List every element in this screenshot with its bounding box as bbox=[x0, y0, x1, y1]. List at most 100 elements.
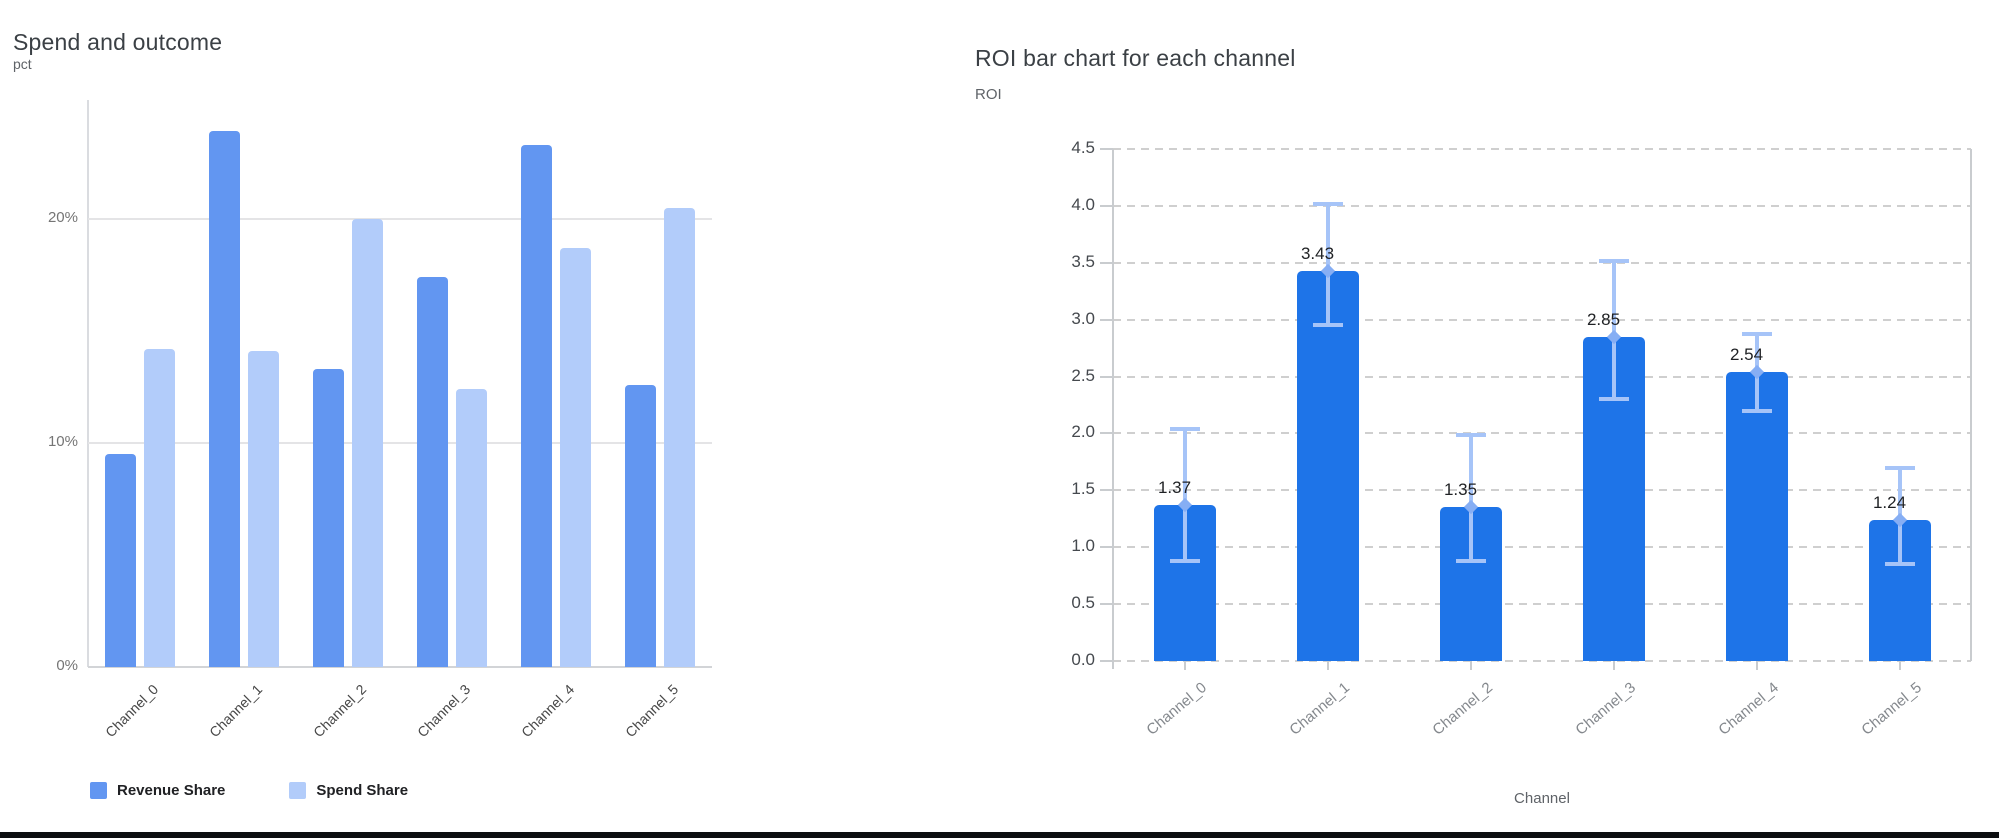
y-tick-label: 10% bbox=[47, 432, 78, 450]
bar-spend-share[interactable] bbox=[664, 207, 695, 667]
x-tick-mark bbox=[1898, 661, 1901, 670]
y-axis-line bbox=[87, 100, 89, 667]
x-tick-mark bbox=[1183, 661, 1186, 670]
roi-chart-title: ROI bar chart for each channel bbox=[975, 45, 1296, 72]
x-tick-mark bbox=[1326, 661, 1329, 670]
error-bar-cap-bottom bbox=[1741, 408, 1772, 413]
y-tick-label: 4.0 bbox=[1071, 194, 1095, 214]
y-tick-label: 20% bbox=[47, 208, 78, 226]
bar-revenue-share[interactable] bbox=[313, 368, 344, 667]
error-bar-cap-bottom bbox=[1884, 562, 1915, 567]
y-tick-mark bbox=[1100, 432, 1113, 435]
bar-spend-share[interactable] bbox=[456, 389, 487, 667]
x-tick-label: Channel_1 bbox=[206, 681, 266, 741]
error-bar-cap-bottom bbox=[1455, 558, 1486, 563]
x-tick-label: Channel_5 bbox=[1857, 679, 1925, 739]
bar-revenue-share[interactable] bbox=[417, 277, 448, 667]
window-bottom-border bbox=[0, 832, 1999, 838]
error-bar-cap-bottom bbox=[1169, 558, 1200, 563]
y-tick-label: 0.5 bbox=[1071, 593, 1095, 613]
error-bar bbox=[1182, 428, 1187, 561]
legend-item-revenue-share[interactable]: Revenue Share bbox=[90, 782, 225, 799]
bar-value-label: 1.24 bbox=[1872, 492, 1907, 512]
bar-spend-share[interactable] bbox=[352, 218, 383, 667]
bar-revenue-share[interactable] bbox=[209, 131, 240, 667]
spend-outcome-y-axis-unit: pct bbox=[13, 56, 32, 72]
bar-value-label: 1.37 bbox=[1157, 478, 1192, 498]
grid-line bbox=[88, 441, 712, 444]
grid-line bbox=[1113, 432, 1971, 435]
bar-spend-share[interactable] bbox=[144, 348, 175, 667]
x-tick-label: Channel_3 bbox=[414, 681, 474, 741]
grid-line bbox=[1113, 204, 1971, 207]
y-tick-label: 0.0 bbox=[1071, 650, 1095, 669]
error-bar-cap-top bbox=[1455, 432, 1486, 437]
error-bar-cap-top bbox=[1598, 258, 1629, 263]
bar-value-label: 3.43 bbox=[1300, 243, 1335, 263]
roi-plot-area: 0.0 0.5 1.0 1.5 2.0 2.5 3.0 3.5 4.0 4.5 1.37 Channe… bbox=[1071, 138, 1972, 739]
right-axis-spine bbox=[1970, 149, 1972, 661]
bar-value-label: 2.54 bbox=[1729, 345, 1764, 364]
x-tick-label: Channel_3 bbox=[1571, 679, 1639, 739]
error-bar-cap-top bbox=[1169, 426, 1200, 431]
left-axis-spine bbox=[1112, 149, 1114, 669]
y-tick-label: 1.5 bbox=[1071, 479, 1095, 499]
y-tick-label: 2.0 bbox=[1071, 422, 1095, 442]
x-axis-baseline bbox=[88, 666, 712, 668]
grid-line bbox=[1113, 375, 1971, 378]
x-tick-mark bbox=[1612, 661, 1615, 670]
spend-share-swatch bbox=[289, 782, 307, 799]
spend-outcome-plot-area: 0% 10% 20% Channel_0 Channel_1 Channel_2 Chann… bbox=[48, 100, 712, 740]
x-tick-label: Channel_4 bbox=[1714, 679, 1782, 739]
y-tick-mark bbox=[1100, 318, 1113, 321]
spend-outcome-legend: Revenue Share Spend Share bbox=[90, 782, 408, 799]
grid-line bbox=[1113, 489, 1971, 492]
error-bar-cap-bottom bbox=[1312, 323, 1343, 328]
grid-line bbox=[88, 217, 712, 220]
error-bar-cap-top bbox=[1312, 201, 1343, 206]
x-tick-label: Channel_2 bbox=[310, 681, 370, 741]
y-tick-label: 0% bbox=[56, 657, 78, 674]
roi-bar[interactable] bbox=[1725, 372, 1788, 661]
y-tick-label: 3.0 bbox=[1071, 308, 1095, 328]
revenue-share-swatch bbox=[90, 782, 107, 799]
y-tick-mark bbox=[1100, 204, 1113, 207]
x-tick-label: Channel_0 bbox=[1142, 679, 1210, 739]
x-tick-mark bbox=[1469, 661, 1472, 670]
bar-spend-share[interactable] bbox=[560, 247, 591, 667]
error-bar-cap-bottom bbox=[1598, 397, 1629, 402]
y-tick-label: 1.0 bbox=[1071, 536, 1095, 556]
bar-value-label: 2.85 bbox=[1586, 309, 1621, 329]
revenue-share-legend-label: Revenue Share bbox=[117, 782, 226, 799]
x-tick-mark bbox=[1755, 661, 1758, 670]
y-tick-label: 2.5 bbox=[1071, 365, 1095, 385]
error-bar bbox=[1468, 434, 1473, 561]
spend-share-legend-label: Spend Share bbox=[316, 782, 409, 799]
grid-line bbox=[1113, 261, 1971, 264]
y-tick-mark bbox=[1100, 603, 1113, 606]
x-tick-label: Channel_0 bbox=[102, 681, 162, 741]
x-tick-label: Channel_1 bbox=[1285, 679, 1353, 739]
grid-line bbox=[1113, 603, 1971, 606]
error-bar-cap-top bbox=[1884, 465, 1915, 470]
bar-revenue-share[interactable] bbox=[105, 454, 136, 667]
bar-revenue-share[interactable] bbox=[625, 384, 656, 667]
legend-item-spend-share[interactable]: Spend Share bbox=[289, 782, 408, 799]
roi-y-axis-label: ROI bbox=[975, 86, 1002, 103]
y-tick-label: 4.5 bbox=[1071, 138, 1095, 157]
y-tick-mark bbox=[1100, 375, 1113, 378]
bar-value-label: 1.35 bbox=[1443, 480, 1478, 500]
y-tick-mark bbox=[1100, 261, 1113, 264]
y-tick-mark bbox=[1100, 546, 1113, 549]
bar-revenue-share[interactable] bbox=[521, 144, 552, 667]
grid-line bbox=[1113, 318, 1971, 321]
x-tick-label: Channel_2 bbox=[1428, 679, 1496, 739]
bar-spend-share[interactable] bbox=[248, 351, 279, 667]
grid-line bbox=[1113, 546, 1971, 549]
roi-bar[interactable] bbox=[1296, 270, 1359, 661]
x-tick-label: Channel_5 bbox=[622, 681, 682, 741]
y-tick-mark bbox=[1100, 489, 1113, 492]
x-tick-label: Channel_4 bbox=[518, 681, 578, 741]
error-bar-cap-top bbox=[1741, 332, 1772, 337]
spend-outcome-title: Spend and outcome bbox=[13, 29, 223, 56]
